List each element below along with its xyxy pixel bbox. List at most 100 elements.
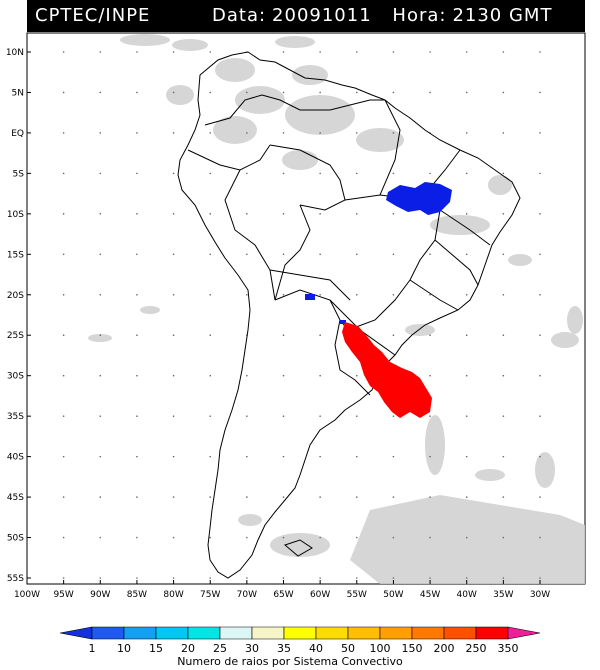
lon-label: 35W: [493, 590, 513, 600]
grid-dot: [502, 536, 505, 539]
grid-dot: [502, 51, 505, 53]
grid-dot: [539, 91, 541, 94]
grid-dot: [429, 293, 431, 296]
grid-dot: [172, 374, 175, 377]
grid-dot: [246, 132, 248, 134]
grid-dot: [465, 172, 468, 175]
grid-dot: [136, 213, 138, 215]
grid-dot: [392, 496, 395, 498]
grid-dot: [99, 334, 102, 337]
colorbar-segment: [59, 626, 93, 640]
grid-dot: [246, 415, 248, 417]
grid-dot: [392, 455, 395, 458]
grid-dot: [502, 213, 505, 215]
lat-label: 25S: [7, 331, 24, 341]
grid-dot: [465, 374, 468, 377]
grid-dot: [319, 51, 321, 53]
grid-dot: [282, 374, 285, 377]
grid-dot: [319, 496, 321, 498]
grid-dot: [282, 51, 285, 53]
grid-dot: [62, 91, 65, 94]
grid-dot: [465, 536, 468, 539]
grid-dot: [465, 213, 468, 215]
grid-dot: [502, 91, 505, 94]
grid-dot: [246, 374, 248, 377]
lat-label: 30S: [7, 372, 24, 382]
lon-label: 70W: [237, 590, 257, 600]
lat-label: 50S: [7, 534, 24, 544]
grid-dot: [136, 91, 138, 94]
grid-dot: [355, 213, 358, 215]
grid-dot: [209, 172, 212, 175]
colorbar-label: 200: [434, 642, 455, 655]
grid-dot: [282, 455, 285, 458]
grid-dot: [62, 253, 65, 256]
grid-dot: [136, 132, 138, 134]
grid-dot: [246, 496, 248, 498]
grid-dot: [209, 496, 212, 498]
colorbar-segment: [283, 626, 317, 640]
grid-dot: [465, 51, 468, 53]
latitude-labels: 10N 5N EQ 5S 10S 15S 20S 25S 30S 35S 40S 45S 50S 55S: [6, 48, 31, 584]
grid-dot: [392, 213, 395, 215]
grid-dot: [99, 374, 102, 377]
grid-dot: [172, 293, 175, 296]
satellite-map: 10N5NEQ5S10S15S20S25S30S35S40S45S50S55S …: [6, 32, 586, 600]
grid-dot: [355, 415, 358, 417]
grid-dot: [209, 51, 212, 53]
grid-dot: [62, 415, 65, 417]
grid-dot: [172, 253, 175, 256]
grid-dot: [465, 415, 468, 417]
time-value: 2130 GMT: [452, 5, 553, 26]
colorbar-label: 50: [341, 642, 355, 655]
grid-dot: [99, 293, 102, 296]
grid-dot: [136, 536, 138, 539]
grid-dot: [62, 536, 65, 539]
lon-label: 80W: [163, 590, 183, 600]
grid-dot: [282, 253, 285, 256]
colorbar-label: 35: [277, 642, 291, 655]
colorbar-label: 150: [402, 642, 423, 655]
grid-dot: [62, 374, 65, 377]
grid-dot: [465, 334, 468, 337]
grid-dot: [172, 577, 175, 579]
grid-dot: [429, 253, 431, 256]
grid-dot: [319, 213, 321, 215]
lon-label: 60W: [310, 590, 330, 600]
grid-dot: [99, 415, 102, 417]
grid-dot: [62, 496, 65, 498]
grid-dot: [209, 213, 212, 215]
lat-lon-grid: [62, 51, 541, 579]
grid-dot: [539, 253, 541, 256]
grid-dot: [209, 293, 212, 296]
grid-dot: [282, 496, 285, 498]
grid-dot: [465, 293, 468, 296]
colorbar-title: Numero de raios por Sistema Convectivo: [177, 655, 403, 668]
lat-label: EQ: [11, 129, 24, 139]
colorbar-labels: 1 10 15 20 25 30 35 40 50 100 150 200 250 350: [89, 642, 519, 655]
grid-dot: [136, 415, 138, 417]
lat-label: 10S: [7, 210, 24, 220]
grid-dot: [355, 172, 358, 175]
lon-label: 50W: [383, 590, 403, 600]
grid-dot: [502, 172, 505, 175]
grid-dot: [136, 253, 138, 256]
colorbar-label: 10: [117, 642, 131, 655]
grid-dot: [282, 577, 285, 579]
lon-label: 100W: [14, 590, 40, 600]
grid-dot: [355, 51, 358, 53]
grid-dot: [282, 91, 285, 94]
grid-dot: [246, 172, 248, 175]
grid-dot: [465, 577, 468, 579]
grid-dot: [282, 293, 285, 296]
grid-dot: [136, 172, 138, 175]
grid-dot: [62, 334, 65, 337]
grid-dot: [246, 455, 248, 458]
grid-dot: [136, 496, 138, 498]
grid-dot: [465, 132, 468, 134]
lat-label: 55S: [7, 574, 24, 584]
grid-dot: [136, 374, 138, 377]
grid-dot: [172, 91, 175, 94]
grid-dot: [502, 577, 505, 579]
colorbar-segment: [155, 626, 189, 640]
